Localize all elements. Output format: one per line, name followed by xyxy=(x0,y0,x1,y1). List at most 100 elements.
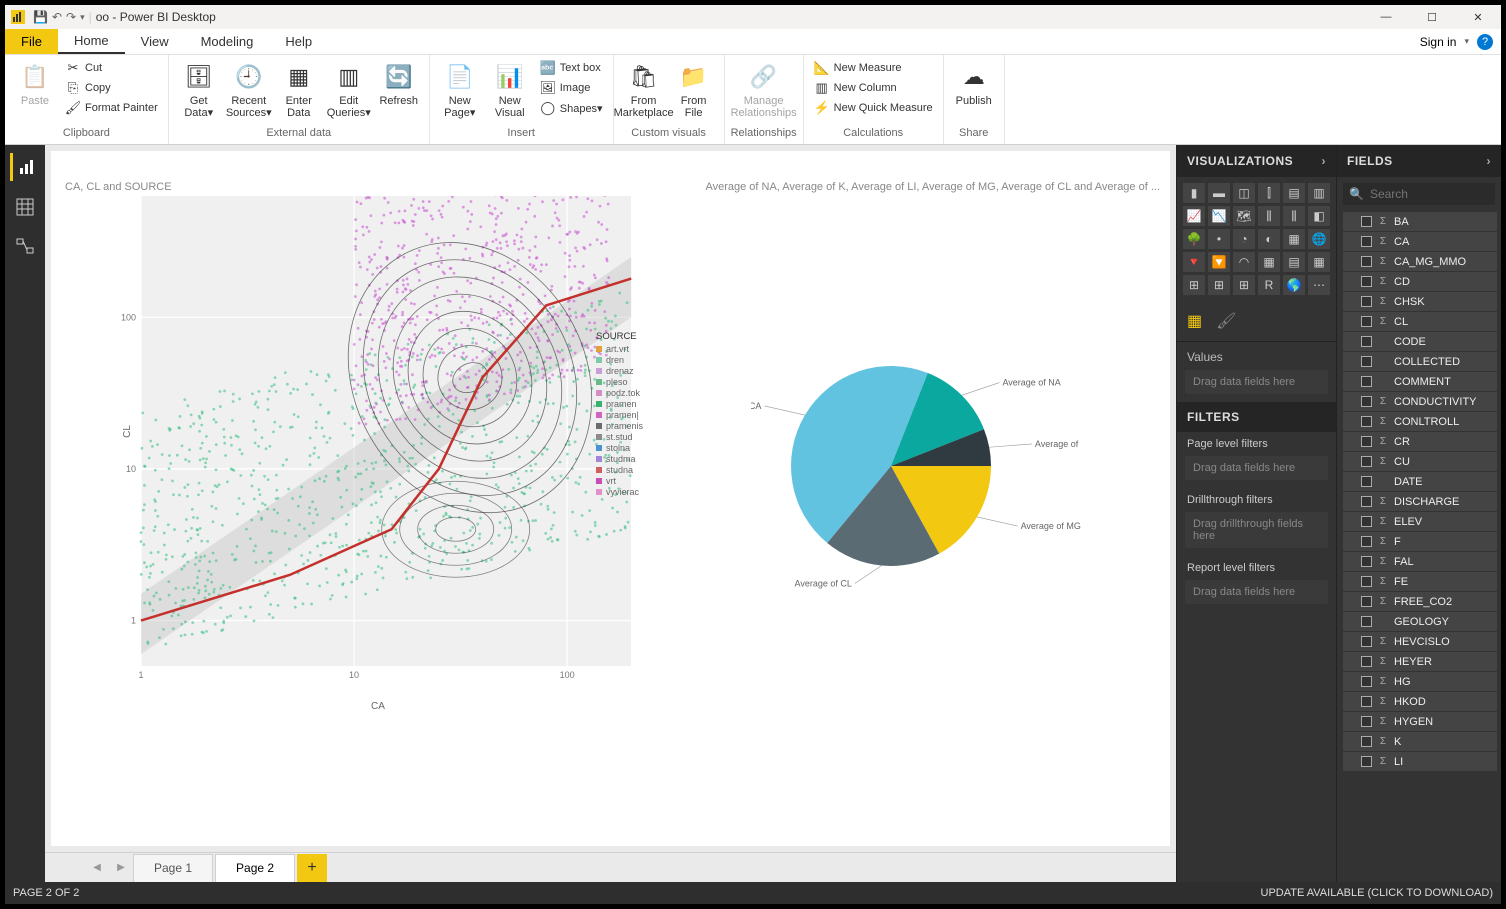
viz-type-6[interactable]: 📈 xyxy=(1183,206,1205,226)
checkbox-icon[interactable] xyxy=(1361,336,1372,347)
viz-type-19[interactable]: 🔽 xyxy=(1208,252,1230,272)
field-li[interactable]: ΣLI xyxy=(1343,752,1497,771)
maximize-button[interactable]: ☐ xyxy=(1409,5,1455,29)
field-code[interactable]: CODE xyxy=(1343,332,1497,351)
scatter-visual[interactable]: 110100110100 CL CA xyxy=(101,196,651,706)
field-cl[interactable]: ΣCL xyxy=(1343,312,1497,331)
checkbox-icon[interactable] xyxy=(1361,676,1372,687)
field-chsk[interactable]: ΣCHSK xyxy=(1343,292,1497,311)
checkbox-icon[interactable] xyxy=(1361,656,1372,667)
viz-type-24[interactable]: ⊞ xyxy=(1183,275,1205,295)
report-canvas[interactable]: CA, CL and SOURCE Average of NA, Average… xyxy=(51,151,1170,846)
get-data-button[interactable]: 🗄Get Data▾ xyxy=(175,59,223,121)
viz-type-12[interactable]: 🌳 xyxy=(1183,229,1205,249)
close-button[interactable]: ✕ xyxy=(1455,5,1501,29)
field-date[interactable]: DATE xyxy=(1343,472,1497,491)
checkbox-icon[interactable] xyxy=(1361,296,1372,307)
field-ca[interactable]: ΣCA xyxy=(1343,232,1497,251)
format-mode-icon[interactable]: 🖌 xyxy=(1216,311,1236,331)
field-hkod[interactable]: ΣHKOD xyxy=(1343,692,1497,711)
checkbox-icon[interactable] xyxy=(1361,696,1372,707)
viz-type-11[interactable]: ◧ xyxy=(1308,206,1330,226)
tab-home[interactable]: Home xyxy=(58,29,125,54)
refresh-button[interactable]: 🔄Refresh xyxy=(375,59,423,109)
page-prev-button[interactable]: ◀ xyxy=(85,856,109,880)
search-input[interactable] xyxy=(1370,187,1506,201)
recent-sources-button[interactable]: 🕘Recent Sources▾ xyxy=(225,59,273,121)
viz-type-5[interactable]: ▥ xyxy=(1308,183,1330,203)
page-tab-1[interactable]: Page 1 xyxy=(133,854,213,882)
field-heyer[interactable]: ΣHEYER xyxy=(1343,652,1497,671)
viz-type-16[interactable]: ▦ xyxy=(1283,229,1305,249)
checkbox-icon[interactable] xyxy=(1361,496,1372,507)
page-tab-2[interactable]: Page 2 xyxy=(215,854,295,882)
update-available-link[interactable]: UPDATE AVAILABLE (CLICK TO DOWNLOAD) xyxy=(1261,887,1493,899)
field-f[interactable]: ΣF xyxy=(1343,532,1497,551)
viz-type-13[interactable]: • xyxy=(1208,229,1230,249)
checkbox-icon[interactable] xyxy=(1361,276,1372,287)
sign-in-link[interactable]: Sign in xyxy=(1420,35,1457,49)
viz-type-14[interactable]: ◔ xyxy=(1233,229,1255,249)
checkbox-icon[interactable] xyxy=(1361,556,1372,567)
field-collected[interactable]: COLLECTED xyxy=(1343,352,1497,371)
checkbox-icon[interactable] xyxy=(1361,456,1372,467)
viz-type-25[interactable]: ⊞ xyxy=(1208,275,1230,295)
checkbox-icon[interactable] xyxy=(1361,476,1372,487)
cut-button[interactable]: ✂Cut xyxy=(61,59,162,77)
viz-type-21[interactable]: ▦ xyxy=(1258,252,1280,272)
page-filters-dropzone[interactable]: Drag data fields here xyxy=(1185,456,1328,480)
checkbox-icon[interactable] xyxy=(1361,356,1372,367)
checkbox-icon[interactable] xyxy=(1361,616,1372,627)
viz-type-22[interactable]: ▤ xyxy=(1283,252,1305,272)
shapes-button[interactable]: ◯Shapes▾ xyxy=(536,99,607,117)
tab-file[interactable]: File xyxy=(5,29,58,54)
new-column-button[interactable]: ▥New Column xyxy=(810,79,937,97)
field-comment[interactable]: COMMENT xyxy=(1343,372,1497,391)
field-cr[interactable]: ΣCR xyxy=(1343,432,1497,451)
field-geology[interactable]: GEOLOGY xyxy=(1343,612,1497,631)
image-button[interactable]: 🖼Image xyxy=(536,79,607,97)
checkbox-icon[interactable] xyxy=(1361,636,1372,647)
viz-type-4[interactable]: ▤ xyxy=(1283,183,1305,203)
qat-dropdown-icon[interactable]: ▾ xyxy=(80,12,85,23)
checkbox-icon[interactable] xyxy=(1361,736,1372,747)
viz-type-15[interactable]: ◐ xyxy=(1258,229,1280,249)
data-view-button[interactable] xyxy=(11,193,39,221)
minimize-button[interactable]: — xyxy=(1363,5,1409,29)
fields-mode-icon[interactable]: ▦ xyxy=(1187,311,1202,331)
field-conductivity[interactable]: ΣCONDUCTIVITY xyxy=(1343,392,1497,411)
viz-type-23[interactable]: ▦ xyxy=(1308,252,1330,272)
viz-type-10[interactable]: ⫼ xyxy=(1283,206,1305,226)
help-icon[interactable]: ? xyxy=(1477,34,1493,50)
new-page-button[interactable]: 📄New Page▾ xyxy=(436,59,484,121)
viz-type-29[interactable]: ⋯ xyxy=(1308,275,1330,295)
quick-measure-button[interactable]: ⚡New Quick Measure xyxy=(810,99,937,117)
checkbox-icon[interactable] xyxy=(1361,396,1372,407)
add-page-button[interactable]: + xyxy=(297,854,327,882)
tab-modeling[interactable]: Modeling xyxy=(185,29,270,54)
viz-type-28[interactable]: 🌎 xyxy=(1283,275,1305,295)
from-file-button[interactable]: 📁From File xyxy=(670,59,718,121)
save-icon[interactable]: 💾 xyxy=(33,10,48,24)
field-k[interactable]: ΣK xyxy=(1343,732,1497,751)
checkbox-icon[interactable] xyxy=(1361,256,1372,267)
tab-help[interactable]: Help xyxy=(269,29,328,54)
values-dropzone[interactable]: Drag data fields here xyxy=(1185,370,1328,394)
text-box-button[interactable]: 🔤Text box xyxy=(536,59,607,77)
checkbox-icon[interactable] xyxy=(1361,416,1372,427)
field-free_co2[interactable]: ΣFREE_CO2 xyxy=(1343,592,1497,611)
viz-type-18[interactable]: 🔻 xyxy=(1183,252,1205,272)
field-ba[interactable]: ΣBA xyxy=(1343,212,1497,231)
publish-button[interactable]: ☁Publish xyxy=(950,59,998,109)
viz-type-3[interactable]: ⫿ xyxy=(1258,183,1280,203)
visualizations-header[interactable]: VISUALIZATIONS› xyxy=(1177,145,1336,177)
model-view-button[interactable] xyxy=(11,233,39,261)
field-hygen[interactable]: ΣHYGEN xyxy=(1343,712,1497,731)
viz-type-1[interactable]: ▬ xyxy=(1208,183,1230,203)
report-filters-dropzone[interactable]: Drag data fields here xyxy=(1185,580,1328,604)
page-next-button[interactable]: ▶ xyxy=(109,856,133,880)
checkbox-icon[interactable] xyxy=(1361,316,1372,327)
viz-type-7[interactable]: 📉 xyxy=(1208,206,1230,226)
edit-queries-button[interactable]: ▥Edit Queries▾ xyxy=(325,59,373,121)
new-measure-button[interactable]: 📐New Measure xyxy=(810,59,937,77)
